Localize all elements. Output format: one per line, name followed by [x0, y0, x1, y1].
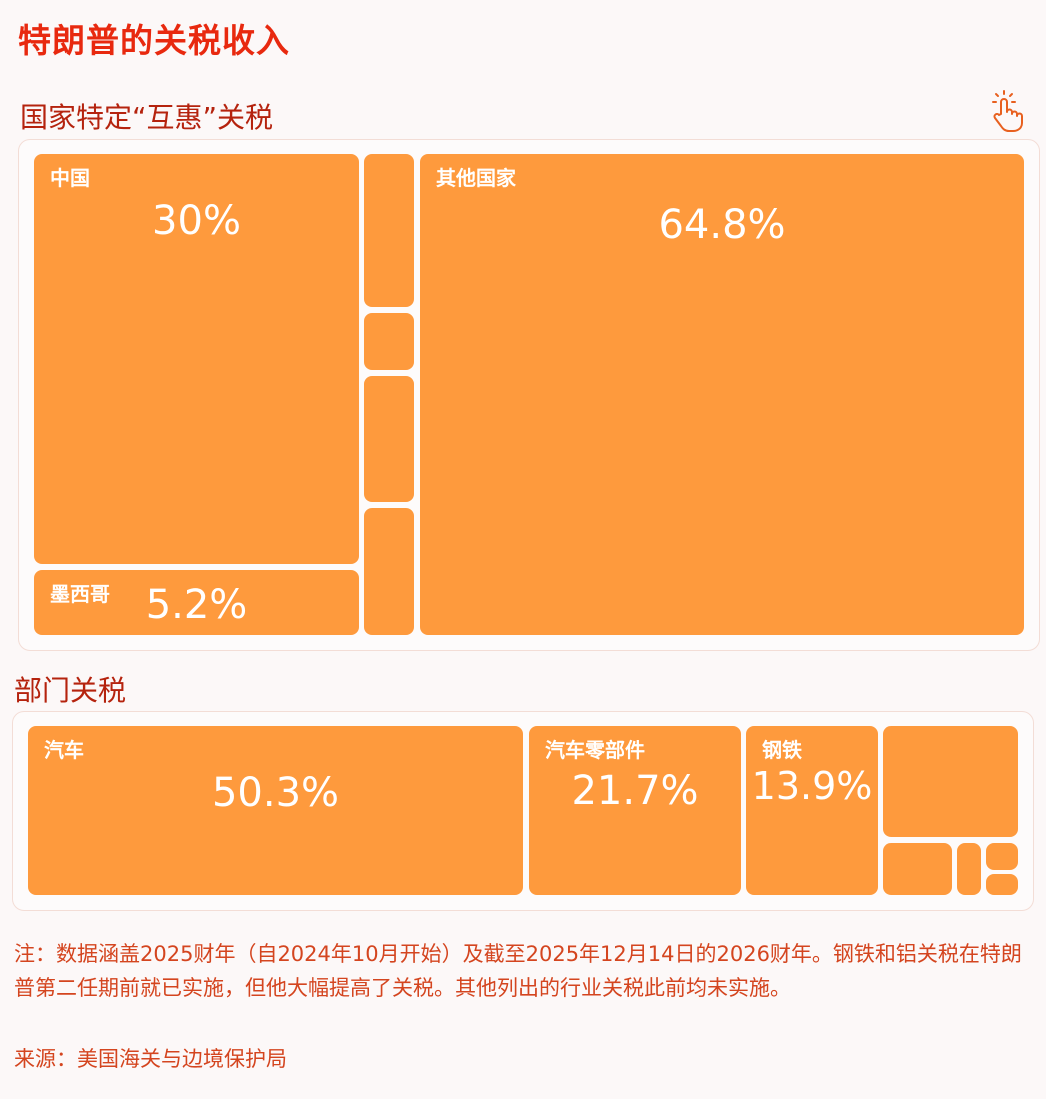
tile-value-other-countries: 64.8% — [658, 202, 786, 248]
tile-unlabeled[interactable] — [986, 874, 1018, 895]
tile-label-other-countries: 其他国家 — [436, 166, 516, 190]
tile-label-auto-parts: 汽车零部件 — [545, 738, 645, 762]
treemap-sector: 汽车 50.3% 汽车零部件 21.7% 钢铁 13.9% — [12, 711, 1034, 911]
tile-steel[interactable]: 钢铁 13.9% — [746, 726, 878, 895]
footnote: 注：数据涵盖2025财年（自2024年10月开始）及截至2025年12月14日的… — [14, 942, 1022, 1000]
tile-unlabeled[interactable] — [957, 843, 981, 895]
tile-value-china: 30% — [152, 198, 241, 244]
tile-unlabeled[interactable] — [364, 508, 414, 635]
tile-unlabeled[interactable] — [883, 726, 1018, 837]
tile-unlabeled[interactable] — [986, 843, 1018, 870]
treemap-country: 中国 30% 墨西哥 5.2% 其他国家 64.8% — [18, 139, 1040, 651]
tile-autos[interactable]: 汽车 50.3% — [28, 726, 523, 895]
tile-label-china: 中国 — [50, 166, 90, 190]
tile-label-mexico: 墨西哥 — [50, 582, 110, 606]
tile-unlabeled[interactable] — [364, 154, 414, 307]
tile-mexico[interactable]: 墨西哥 5.2% — [34, 570, 359, 635]
tile-unlabeled[interactable] — [883, 843, 952, 895]
tile-value-steel: 13.9% — [751, 764, 873, 808]
tile-auto-parts[interactable]: 汽车零部件 21.7% — [529, 726, 741, 895]
treemap-title-country: 国家特定“互惠”关税 — [20, 101, 274, 134]
page-title: 特朗普的关税收入 — [18, 21, 290, 60]
tile-value-autos: 50.3% — [211, 770, 340, 816]
tile-label-autos: 汽车 — [44, 738, 84, 762]
source-note: 来源：美国海关与边境保护局 — [14, 1047, 287, 1071]
tile-unlabeled[interactable] — [364, 313, 414, 370]
treemap-title-sector: 部门关税 — [14, 674, 127, 707]
tile-value-auto-parts: 21.7% — [571, 768, 699, 814]
tile-value-mexico: 5.2% — [145, 582, 248, 628]
tile-unlabeled[interactable] — [364, 376, 414, 502]
tile-china[interactable]: 中国 30% — [34, 154, 359, 564]
tile-other-countries[interactable]: 其他国家 64.8% — [420, 154, 1024, 635]
click-hand-icon[interactable] — [990, 90, 1026, 132]
tile-label-steel: 钢铁 — [762, 738, 802, 762]
